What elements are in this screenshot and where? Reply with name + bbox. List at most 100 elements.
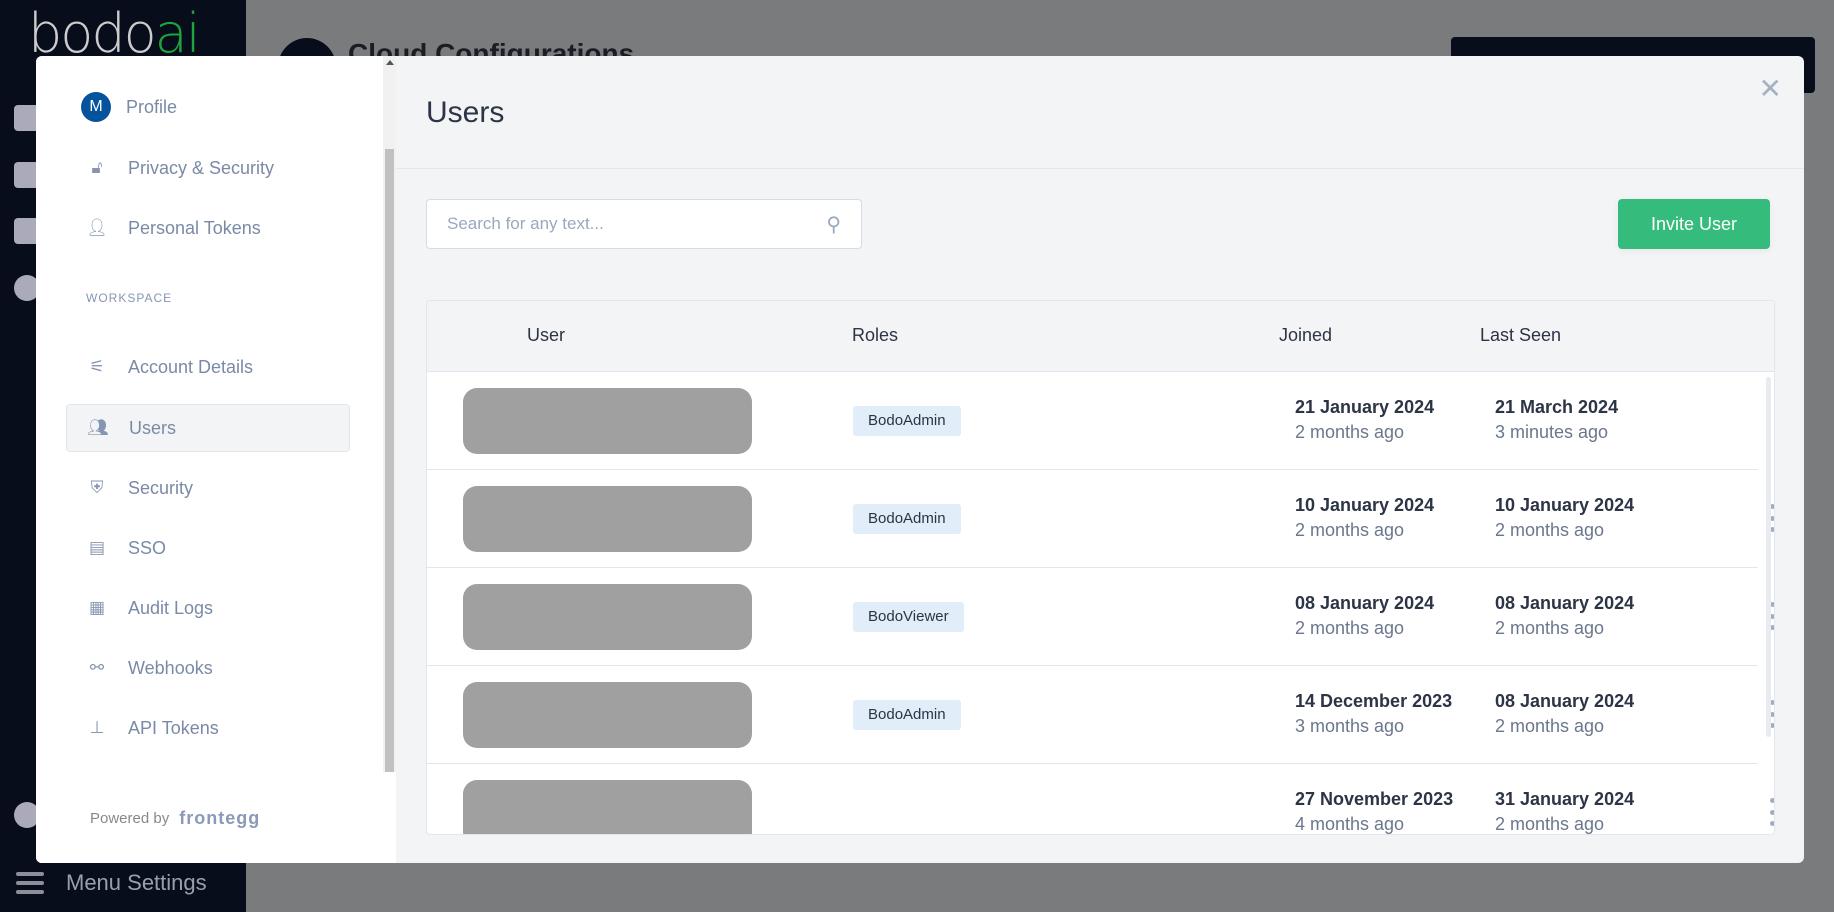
last-seen-relative: 3 minutes ago — [1495, 422, 1609, 442]
role-badge: BodoAdmin — [853, 406, 961, 436]
nav-item-label: Privacy & Security — [128, 157, 275, 178]
webhook-icon: ⚯ — [89, 658, 105, 677]
divider — [396, 168, 1804, 169]
users-panel: Users ✕ ⚲ Invite User User Roles Joined … — [396, 56, 1804, 863]
close-icon[interactable]: ✕ — [1758, 73, 1782, 104]
powered-by-footer: Powered by frontegg — [36, 773, 396, 863]
last-seen-relative: 2 months ago — [1495, 618, 1605, 638]
last-seen-date: 08 January 2024 — [1495, 691, 1635, 711]
nav-item-profile[interactable]: M Profile — [66, 83, 350, 131]
hierarchy-icon: ⊥ — [89, 718, 105, 737]
joined-date: 14 December 2023 — [1295, 691, 1453, 711]
joined-relative: 2 months ago — [1295, 618, 1405, 638]
hamburger-icon — [16, 872, 44, 894]
redacted-user — [463, 780, 752, 834]
user-icon[interactable] — [14, 802, 40, 828]
menu-settings-button[interactable]: Menu Settings — [16, 870, 207, 896]
scrollbar-thumb[interactable] — [385, 149, 394, 772]
role-badge: BodoAdmin — [853, 504, 961, 534]
joined-date: 21 January 2024 — [1295, 397, 1435, 417]
column-header-last-seen[interactable]: Last Seen — [1480, 325, 1562, 345]
page-title: Users — [426, 96, 505, 129]
settings-modal: M Profile 🔓︎ Privacy & Security 👤︎ Perso… — [36, 56, 1804, 863]
nav-item-label: Profile — [126, 96, 178, 117]
table-scrollbar[interactable] — [1766, 377, 1771, 737]
last-seen-relative: 2 months ago — [1495, 716, 1605, 736]
shield-icon: ⛨ — [90, 478, 104, 497]
users-table: User Roles Joined Last Seen BodoAdmin 21 … — [426, 300, 1775, 835]
nav-item-webhooks[interactable]: ⚯ Webhooks — [66, 644, 350, 692]
last-seen-date: 10 January 2024 — [1495, 495, 1635, 515]
redacted-user — [463, 682, 752, 748]
redacted-user — [463, 584, 752, 650]
row-menu-icon[interactable] — [1767, 602, 1774, 630]
nav-item-account-details[interactable]: ⚟ Account Details — [66, 343, 350, 391]
bodo-logo: bodoai — [28, 2, 201, 65]
invite-user-button[interactable]: Invite User — [1618, 199, 1770, 249]
unlock-icon: 🔓︎ — [91, 158, 103, 177]
search-icon[interactable]: ⚲ — [826, 213, 841, 236]
id-card-icon: ▤ — [88, 538, 106, 557]
scroll-up-icon[interactable] — [386, 60, 394, 65]
row-menu-icon[interactable] — [1767, 700, 1774, 728]
search-input[interactable] — [447, 214, 827, 234]
search-field[interactable]: ⚲ — [426, 199, 862, 249]
nav-item-personal-tokens[interactable]: 👤︎ Personal Tokens — [66, 204, 350, 252]
nav-item-label: Personal Tokens — [128, 217, 261, 238]
role-badge: BodoViewer — [853, 602, 964, 632]
nav-item-audit-logs[interactable]: ▦ Audit Logs — [66, 584, 350, 632]
nav-item-label: Security — [128, 477, 194, 498]
sliders-icon: ⚟ — [89, 357, 105, 376]
nav-item-sso[interactable]: ▤ SSO — [66, 524, 350, 572]
joined-relative: 4 months ago — [1295, 814, 1405, 834]
nav-item-label: Users — [129, 417, 177, 438]
table-row[interactable]: BodoAdmin 10 January 2024 2 months ago 10… — [427, 470, 1774, 568]
joined-date: 10 January 2024 — [1295, 495, 1435, 515]
joined-relative: 2 months ago — [1295, 520, 1405, 540]
document-icon: ▦ — [88, 598, 106, 617]
frontegg-logo: frontegg — [179, 807, 261, 828]
users-icon: 👥︎ — [87, 418, 109, 437]
redacted-user — [463, 388, 752, 454]
table-header: User Roles Joined Last Seen — [427, 301, 1774, 372]
column-header-user[interactable]: User — [527, 325, 566, 345]
nav-item-label: API Tokens — [128, 717, 219, 738]
redacted-user — [463, 486, 752, 552]
workspace-section-label: WORKSPACE — [86, 291, 173, 305]
role-badge: BodoAdmin — [853, 700, 961, 730]
nav-item-label: Webhooks — [128, 657, 213, 678]
column-header-joined[interactable]: Joined — [1279, 325, 1333, 345]
nav-item-privacy-security[interactable]: 🔓︎ Privacy & Security — [66, 144, 350, 192]
table-row[interactable]: BodoViewer 08 January 2024 2 months ago 0… — [427, 568, 1774, 666]
billing-icon[interactable] — [14, 218, 40, 244]
last-seen-relative: 2 months ago — [1495, 520, 1605, 540]
nav-item-label: SSO — [128, 537, 167, 558]
row-menu-icon[interactable] — [1767, 504, 1774, 532]
joined-relative: 2 months ago — [1295, 422, 1405, 442]
powered-by-label: Powered by — [90, 809, 170, 827]
joined-date: 08 January 2024 — [1295, 593, 1435, 613]
table-row[interactable]: BodoAdmin 14 December 2023 3 months ago 0… — [427, 666, 1774, 764]
settings-nav: M Profile 🔓︎ Privacy & Security 👤︎ Perso… — [36, 56, 396, 863]
column-header-roles[interactable]: Roles — [852, 325, 899, 345]
cloud-icon[interactable] — [14, 162, 40, 188]
last-seen-date: 31 January 2024 — [1495, 789, 1635, 809]
table-row[interactable]: BodoAdmin 21 January 2024 2 months ago 21… — [427, 372, 1758, 470]
help-icon[interactable] — [14, 275, 40, 301]
last-seen-date: 08 January 2024 — [1495, 593, 1635, 613]
joined-relative: 3 months ago — [1295, 716, 1405, 736]
user-key-icon: 👤︎ — [86, 218, 108, 237]
nav-item-label: Audit Logs — [128, 597, 214, 618]
nav-item-label: Account Details — [128, 356, 254, 377]
nav-scrollbar[interactable] — [383, 56, 396, 772]
nav-item-api-tokens[interactable]: ⊥ API Tokens — [66, 704, 350, 752]
row-menu-icon[interactable] — [1767, 798, 1774, 826]
table-row[interactable]: 27 November 2023 4 months ago 31 January… — [427, 764, 1774, 834]
menu-settings-label: Menu Settings — [66, 870, 207, 895]
nav-item-security[interactable]: ⛨ Security — [66, 464, 350, 512]
nav-item-users[interactable]: 👥︎ Users — [66, 404, 350, 452]
avatar: M — [81, 92, 111, 122]
last-seen-date: 21 March 2024 — [1495, 397, 1619, 417]
last-seen-relative: 2 months ago — [1495, 814, 1605, 834]
workspaces-icon[interactable] — [14, 105, 40, 131]
